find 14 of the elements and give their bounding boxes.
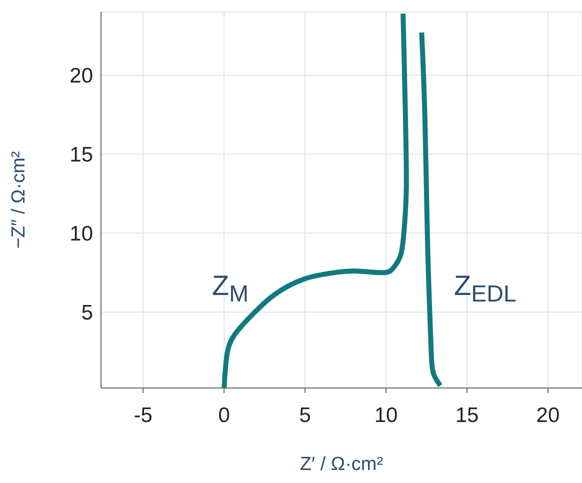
annotation: Z$_{M}$ — [212, 270, 249, 309]
y-tick-label: 5 — [81, 302, 93, 325]
x-axis-title: Z′ / Ω·cm² — [300, 454, 384, 475]
x-tick-label: 20 — [536, 404, 560, 427]
x-tick-label: 15 — [455, 404, 479, 427]
x-tick-label: 5 — [299, 404, 311, 427]
x-tick-label: 0 — [218, 404, 230, 427]
x-tick-label: 10 — [374, 404, 398, 427]
y-tick-label: 20 — [70, 64, 93, 88]
x-tick-label: -5 — [134, 404, 152, 427]
y-axis-title: −Z″ / Ω·cm² — [8, 151, 30, 249]
y-tick-label: 10 — [70, 222, 93, 246]
annotation: Z$_{EDL}$ — [454, 270, 516, 309]
y-tick-label: 15 — [70, 144, 93, 167]
